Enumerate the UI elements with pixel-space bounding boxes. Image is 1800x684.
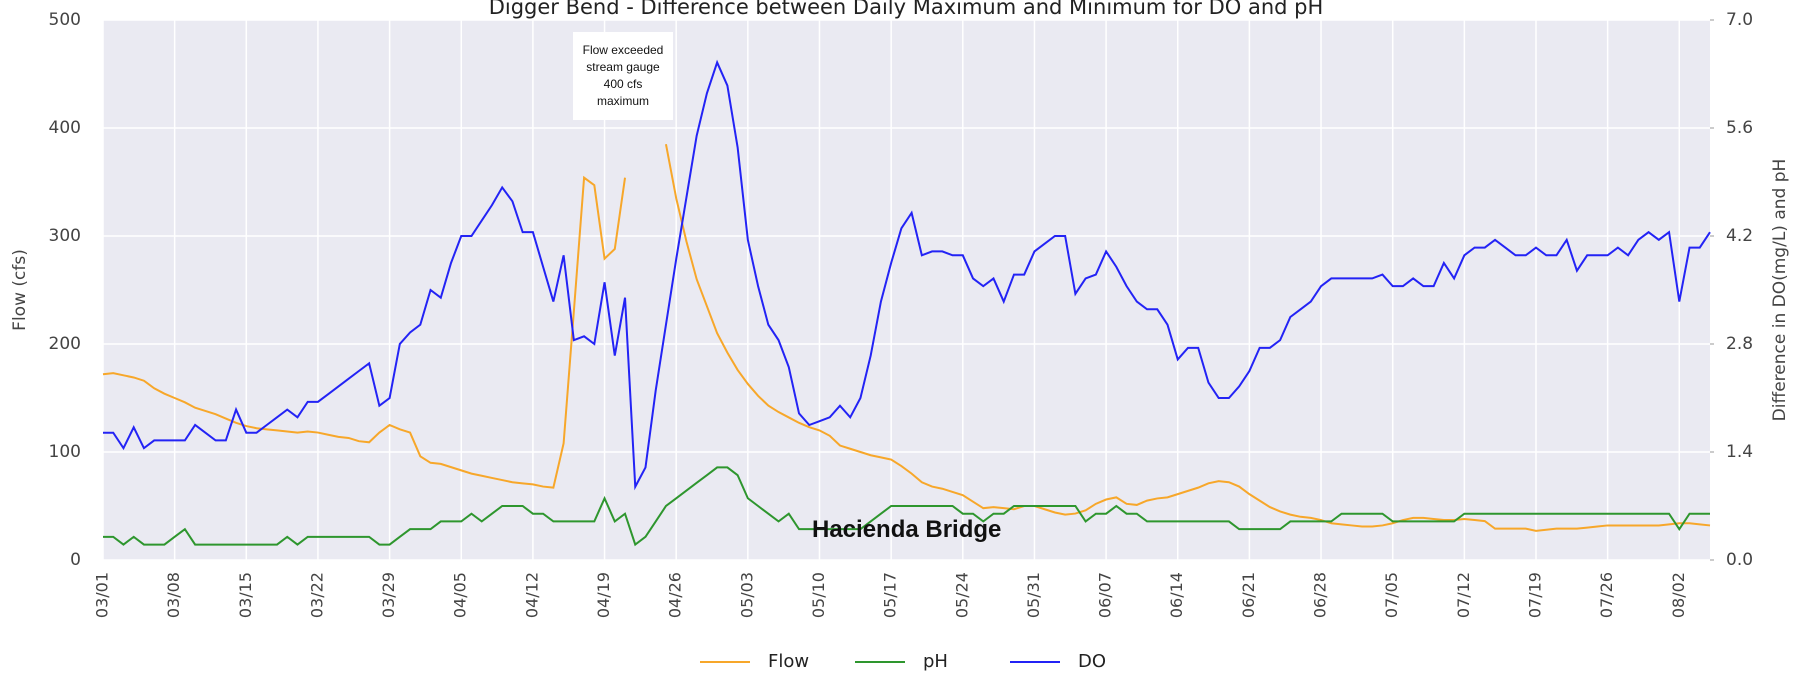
chart-title: Digger Bend - Difference between Daily M… (489, 0, 1324, 19)
legend-label: Flow (768, 651, 809, 672)
annotation-box: Flow exceeded stream gauge 400 cfs maxim… (573, 32, 673, 120)
y2-axis-label: Difference in DO(mg/L) and pH (1770, 159, 1790, 422)
x-tick-label: 05/03 (737, 572, 756, 618)
series-line (103, 466, 1710, 547)
y-tick-label: 300 (49, 226, 81, 246)
x-tick-label: 06/07 (1096, 572, 1115, 618)
y-tick-label: 100 (49, 442, 81, 462)
legend-label: pH (923, 651, 948, 672)
x-tick-label: 06/21 (1239, 572, 1258, 618)
x-tick-label: 05/10 (809, 572, 828, 618)
y-axis-label: Flow (cfs) (10, 249, 30, 331)
x-tick-label: 04/26 (666, 572, 685, 618)
x-tick-label: 03/22 (307, 572, 326, 618)
x-tick-label: 05/31 (1024, 572, 1043, 618)
x-tick-label: 05/17 (881, 572, 900, 618)
y-tick-label: 200 (49, 334, 81, 354)
x-tick-label: 06/28 (1311, 572, 1330, 618)
x-tick-label: 08/02 (1669, 572, 1688, 618)
x-tick-label: 07/19 (1525, 572, 1544, 618)
x-tick-label: 03/15 (236, 572, 255, 618)
legend-label: DO (1078, 651, 1106, 672)
x-tick-label: 03/29 (379, 572, 398, 618)
x-tick-label: 04/05 (451, 572, 470, 618)
x-tick-label: 03/01 (93, 572, 112, 618)
series-line (102, 144, 1711, 532)
y-tick-label: 500 (49, 10, 81, 30)
x-tick-label: 04/12 (522, 572, 541, 618)
x-tick-label: 07/26 (1597, 572, 1616, 618)
x-tick-label: 04/19 (594, 572, 613, 618)
y2-tick-label: 1.4 (1726, 442, 1753, 462)
y2-tick-label: 0.0 (1726, 550, 1753, 570)
y-tick-label: 400 (49, 118, 81, 138)
y2-tick-label: 2.8 (1726, 334, 1753, 354)
x-tick-label: 05/24 (952, 572, 971, 618)
y2-tick-label: 7.0 (1726, 10, 1753, 30)
y2-tick-label: 5.6 (1726, 118, 1753, 138)
y-tick-label: 0 (70, 550, 81, 570)
x-tick-label: 06/14 (1167, 572, 1186, 618)
x-tick-label: 07/05 (1382, 572, 1401, 618)
series-line (103, 59, 1711, 491)
annotation-label: Hacienda Bridge (812, 516, 1002, 543)
x-tick-label: 07/12 (1454, 572, 1473, 618)
x-tick-label: 03/08 (164, 572, 183, 618)
y2-tick-label: 4.2 (1726, 226, 1753, 246)
plot-area (103, 20, 1710, 560)
